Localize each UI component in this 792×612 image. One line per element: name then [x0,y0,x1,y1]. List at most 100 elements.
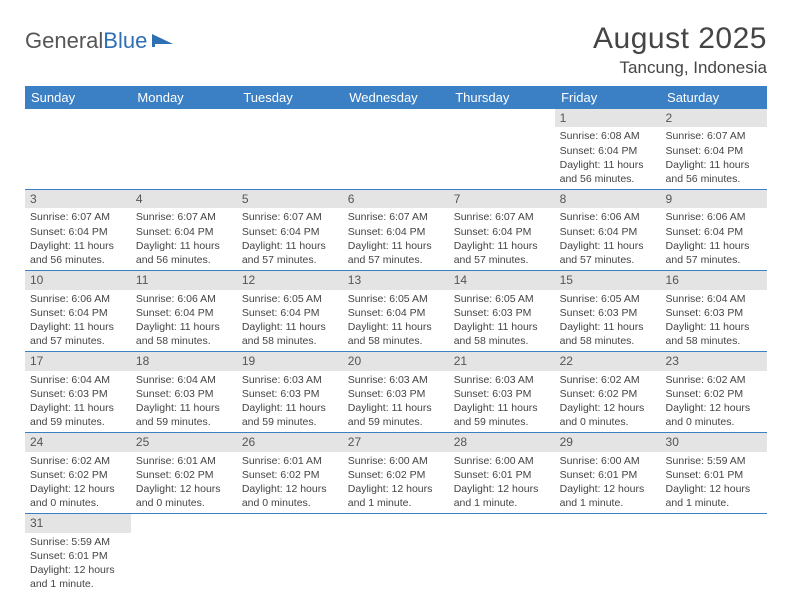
day-detail-line: Daylight: 11 hours [242,320,338,334]
day-details: Sunrise: 6:00 AMSunset: 6:01 PMDaylight:… [555,452,661,514]
day-detail-line: and 58 minutes. [348,334,444,348]
calendar-day-cell: 2Sunrise: 6:07 AMSunset: 6:04 PMDaylight… [661,109,767,190]
day-detail-line: Daylight: 12 hours [30,482,126,496]
flag-icon [151,32,177,50]
day-details: Sunrise: 5:59 AMSunset: 6:01 PMDaylight:… [25,533,131,595]
day-number: 15 [555,271,661,289]
day-number [449,514,555,532]
day-detail-line: Sunrise: 6:04 AM [666,292,762,306]
calendar-week-row: 17Sunrise: 6:04 AMSunset: 6:03 PMDayligh… [25,352,767,433]
day-detail-line: Daylight: 12 hours [560,401,656,415]
day-number: 4 [131,190,237,208]
calendar-day-cell: 21Sunrise: 6:03 AMSunset: 6:03 PMDayligh… [449,352,555,433]
day-detail-line: Daylight: 12 hours [242,482,338,496]
day-details: Sunrise: 6:06 AMSunset: 6:04 PMDaylight:… [25,290,131,352]
day-detail-line: Daylight: 12 hours [348,482,444,496]
weekday-sunday: Sunday [25,86,131,109]
calendar-day-cell: 23Sunrise: 6:02 AMSunset: 6:02 PMDayligh… [661,352,767,433]
day-detail-line: Sunset: 6:03 PM [454,387,550,401]
day-number: 12 [237,271,343,289]
calendar-day-cell: 30Sunrise: 5:59 AMSunset: 6:01 PMDayligh… [661,433,767,514]
day-number [131,109,237,127]
day-detail-line: Sunrise: 6:07 AM [348,210,444,224]
day-detail-line: Sunset: 6:04 PM [560,144,656,158]
day-detail-line: Daylight: 11 hours [560,239,656,253]
calendar-day-cell: 31Sunrise: 5:59 AMSunset: 6:01 PMDayligh… [25,514,131,595]
calendar-table: Sunday Monday Tuesday Wednesday Thursday… [25,86,767,594]
day-detail-line: and 56 minutes. [666,172,762,186]
day-detail-line: Daylight: 11 hours [666,320,762,334]
day-details: Sunrise: 6:07 AMSunset: 6:04 PMDaylight:… [343,208,449,270]
day-detail-line: Sunset: 6:02 PM [666,387,762,401]
day-number: 27 [343,433,449,451]
day-detail-line: Sunrise: 6:07 AM [242,210,338,224]
day-detail-line: and 0 minutes. [242,496,338,510]
day-number: 8 [555,190,661,208]
calendar-day-cell: 28Sunrise: 6:00 AMSunset: 6:01 PMDayligh… [449,433,555,514]
day-detail-line: Sunset: 6:01 PM [666,468,762,482]
title-block: August 2025 Tancung, Indonesia [593,22,767,78]
day-detail-line: Daylight: 11 hours [242,401,338,415]
day-detail-line: and 58 minutes. [454,334,550,348]
day-detail-line: Daylight: 11 hours [454,320,550,334]
day-number: 7 [449,190,555,208]
day-number: 16 [661,271,767,289]
day-detail-line: Sunset: 6:03 PM [560,306,656,320]
day-number: 14 [449,271,555,289]
day-details: Sunrise: 6:07 AMSunset: 6:04 PMDaylight:… [131,208,237,270]
day-details: Sunrise: 6:01 AMSunset: 6:02 PMDaylight:… [237,452,343,514]
day-detail-line: and 59 minutes. [242,415,338,429]
day-details: Sunrise: 6:06 AMSunset: 6:04 PMDaylight:… [661,208,767,270]
day-number [131,514,237,532]
day-detail-line: Daylight: 11 hours [30,239,126,253]
day-detail-line: Sunset: 6:04 PM [348,306,444,320]
day-detail-line: Sunrise: 6:06 AM [30,292,126,306]
day-detail-line: Sunrise: 6:07 AM [30,210,126,224]
day-detail-line: and 59 minutes. [348,415,444,429]
day-detail-line: Sunset: 6:02 PM [30,468,126,482]
weekday-thursday: Thursday [449,86,555,109]
day-detail-line: Sunrise: 6:05 AM [560,292,656,306]
logo: GeneralBlue [25,22,177,54]
calendar-day-cell [449,109,555,190]
day-number: 10 [25,271,131,289]
day-detail-line: Sunrise: 6:01 AM [242,454,338,468]
day-detail-line: Sunrise: 6:00 AM [348,454,444,468]
day-number [449,109,555,127]
weekday-wednesday: Wednesday [343,86,449,109]
day-detail-line: Daylight: 11 hours [136,320,232,334]
day-detail-line: Sunset: 6:04 PM [136,225,232,239]
day-detail-line: Sunset: 6:03 PM [348,387,444,401]
day-number: 25 [131,433,237,451]
day-details: Sunrise: 6:07 AMSunset: 6:04 PMDaylight:… [237,208,343,270]
day-detail-line: Daylight: 11 hours [454,401,550,415]
day-detail-line: and 1 minute. [30,577,126,591]
logo-text-blue: Blue [103,28,147,54]
day-detail-line: Sunset: 6:02 PM [560,387,656,401]
calendar-day-cell: 18Sunrise: 6:04 AMSunset: 6:03 PMDayligh… [131,352,237,433]
day-detail-line: Sunrise: 6:02 AM [666,373,762,387]
day-detail-line: and 57 minutes. [454,253,550,267]
day-detail-line: Daylight: 12 hours [666,482,762,496]
calendar-day-cell: 22Sunrise: 6:02 AMSunset: 6:02 PMDayligh… [555,352,661,433]
day-number: 18 [131,352,237,370]
day-detail-line: Sunrise: 6:06 AM [136,292,232,306]
day-detail-line: Daylight: 11 hours [348,320,444,334]
day-detail-line: Sunrise: 6:05 AM [242,292,338,306]
day-detail-line: and 59 minutes. [136,415,232,429]
weekday-saturday: Saturday [661,86,767,109]
day-details: Sunrise: 6:06 AMSunset: 6:04 PMDaylight:… [131,290,237,352]
day-detail-line: Sunrise: 6:03 AM [454,373,550,387]
day-detail-line: Sunrise: 6:01 AM [136,454,232,468]
day-number: 17 [25,352,131,370]
day-detail-line: and 58 minutes. [242,334,338,348]
day-detail-line: and 0 minutes. [136,496,232,510]
calendar-day-cell: 10Sunrise: 6:06 AMSunset: 6:04 PMDayligh… [25,271,131,352]
day-detail-line: Daylight: 11 hours [30,401,126,415]
calendar-day-cell [131,109,237,190]
day-detail-line: Sunrise: 5:59 AM [666,454,762,468]
calendar-week-row: 1Sunrise: 6:08 AMSunset: 6:04 PMDaylight… [25,109,767,190]
calendar-day-cell: 13Sunrise: 6:05 AMSunset: 6:04 PMDayligh… [343,271,449,352]
day-details: Sunrise: 6:05 AMSunset: 6:04 PMDaylight:… [237,290,343,352]
day-detail-line: and 0 minutes. [30,496,126,510]
